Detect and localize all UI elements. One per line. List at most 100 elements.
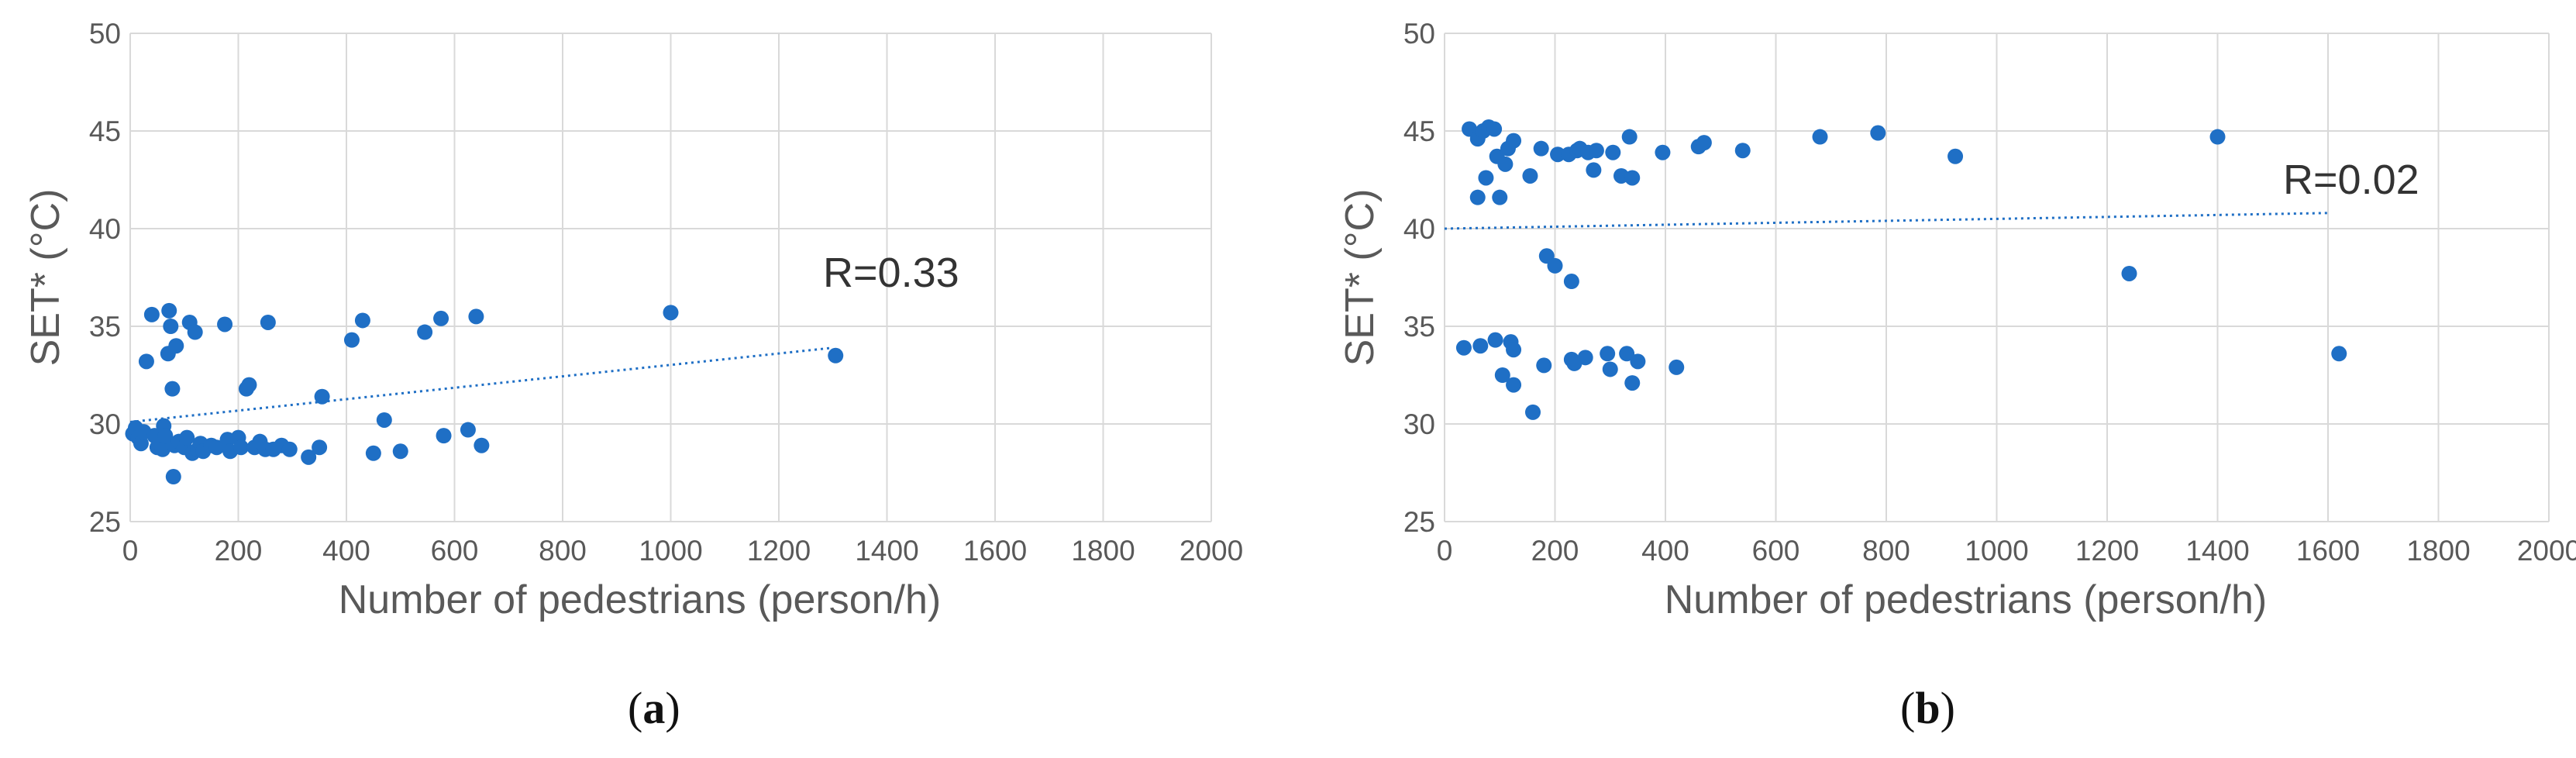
data-point — [1624, 170, 1641, 186]
x-tick-label: 1600 — [2296, 535, 2360, 567]
x-tick-label: 0 — [122, 535, 139, 567]
x-tick-label: 1000 — [639, 535, 702, 567]
data-point — [474, 437, 490, 453]
data-point — [260, 314, 276, 330]
data-point — [1522, 167, 1538, 184]
data-point — [1621, 129, 1638, 145]
data-point — [460, 422, 476, 438]
data-point — [187, 324, 203, 340]
data-point — [2331, 346, 2347, 362]
data-point — [1600, 346, 1616, 362]
data-point — [1655, 144, 1671, 160]
x-tick-label: 200 — [1531, 535, 1579, 567]
data-point — [161, 302, 177, 319]
x-tick-label: 2000 — [2517, 535, 2576, 567]
y-axis-title: SET* (°C) — [1338, 189, 1383, 367]
data-point — [1696, 135, 1712, 151]
data-point — [133, 436, 149, 452]
data-point — [2121, 265, 2137, 281]
x-tick-label: 1400 — [855, 535, 918, 567]
data-point — [179, 429, 195, 446]
x-tick-label: 2000 — [1180, 535, 1243, 567]
data-point — [1492, 189, 1508, 205]
y-tick-label: 40 — [1403, 213, 1435, 245]
x-tick-label: 1600 — [963, 535, 1027, 567]
data-point — [1455, 339, 1472, 356]
y-tick-label: 35 — [1403, 311, 1435, 343]
data-point — [138, 353, 154, 370]
x-tick-label: 1400 — [2185, 535, 2249, 567]
trendline — [129, 346, 833, 423]
correlation-annotation: R=0.33 — [823, 250, 959, 296]
chart-panel-a: 0 200 400 600 800 1000 1200 1400 1600 1800 2000 25 3… — [0, 0, 1286, 758]
x-tick-label: 200 — [215, 535, 263, 567]
data-point — [1577, 350, 1593, 366]
data-point — [163, 319, 179, 334]
data-point — [343, 332, 360, 348]
data-point — [436, 428, 452, 444]
data-point — [392, 443, 408, 460]
data-point — [1525, 404, 1541, 420]
data-point — [1486, 121, 1503, 137]
data-point — [1563, 274, 1579, 290]
caption-a: (a) — [628, 683, 680, 733]
data-point — [1812, 129, 1828, 145]
data-point — [217, 316, 233, 332]
data-point — [241, 377, 257, 393]
y-tick-label: 30 — [89, 408, 121, 440]
data-point — [314, 388, 330, 405]
data-point — [165, 469, 181, 485]
data-point — [208, 439, 225, 456]
data-point — [433, 310, 449, 326]
data-point — [312, 439, 328, 456]
y-tick-label: 50 — [1403, 18, 1435, 50]
data-point — [417, 324, 433, 340]
x-tick-label: 400 — [322, 535, 370, 567]
data-point — [1494, 367, 1510, 383]
data-point — [143, 306, 160, 322]
data-point — [1472, 338, 1489, 354]
data-point — [1478, 170, 1494, 186]
x-tick-label: 1800 — [2406, 535, 2470, 567]
x-tick-label: 1200 — [2075, 535, 2139, 567]
data-point — [828, 347, 844, 363]
data-point — [663, 305, 679, 321]
scatter-chart-a: 0 200 400 600 800 1000 1200 1400 1600 1800 2000 25 3… — [23, 18, 1243, 622]
data-point — [301, 449, 317, 465]
x-tick-label: 800 — [539, 535, 587, 567]
chart-panel-b: 0 200 400 600 800 1000 1200 1400 1600 1800 2000 25 3… — [1288, 0, 2576, 758]
x-tick-label: 800 — [1862, 535, 1910, 567]
correlation-annotation: R=0.02 — [2283, 157, 2419, 203]
y-tick-label: 25 — [89, 506, 121, 538]
x-axis-title: Number of pedestrians (person/h) — [1665, 577, 2268, 622]
data-point — [281, 441, 298, 457]
data-point — [365, 445, 381, 461]
data-point — [1487, 332, 1503, 348]
x-axis-title: Number of pedestrians (person/h) — [339, 577, 942, 622]
data-point — [1605, 144, 1621, 160]
data-point — [1506, 342, 1522, 358]
x-tick-label: 1800 — [1071, 535, 1135, 567]
caption-b: (b) — [1900, 683, 1955, 733]
data-point — [1870, 125, 1886, 141]
data-point — [1506, 133, 1522, 149]
data-point — [1506, 377, 1522, 393]
y-tick-label: 25 — [1403, 506, 1435, 538]
data-point — [164, 381, 181, 397]
data-point — [468, 308, 484, 325]
x-tick-label: 1000 — [1965, 535, 2028, 567]
data-point — [1469, 189, 1486, 205]
y-tick-label: 30 — [1403, 408, 1435, 440]
data-point — [1947, 148, 1964, 164]
y-tick-label: 45 — [1403, 115, 1435, 147]
data-point — [1536, 357, 1552, 374]
data-point — [376, 412, 392, 428]
data-point — [1602, 361, 1618, 377]
x-tick-label: 600 — [431, 535, 479, 567]
data-point — [1586, 162, 1602, 178]
x-tick-label: 0 — [1437, 535, 1453, 567]
data-point — [154, 441, 170, 457]
data-point — [157, 428, 174, 444]
y-axis-title: SET* (°C) — [23, 189, 68, 367]
trendline — [1444, 212, 2329, 230]
